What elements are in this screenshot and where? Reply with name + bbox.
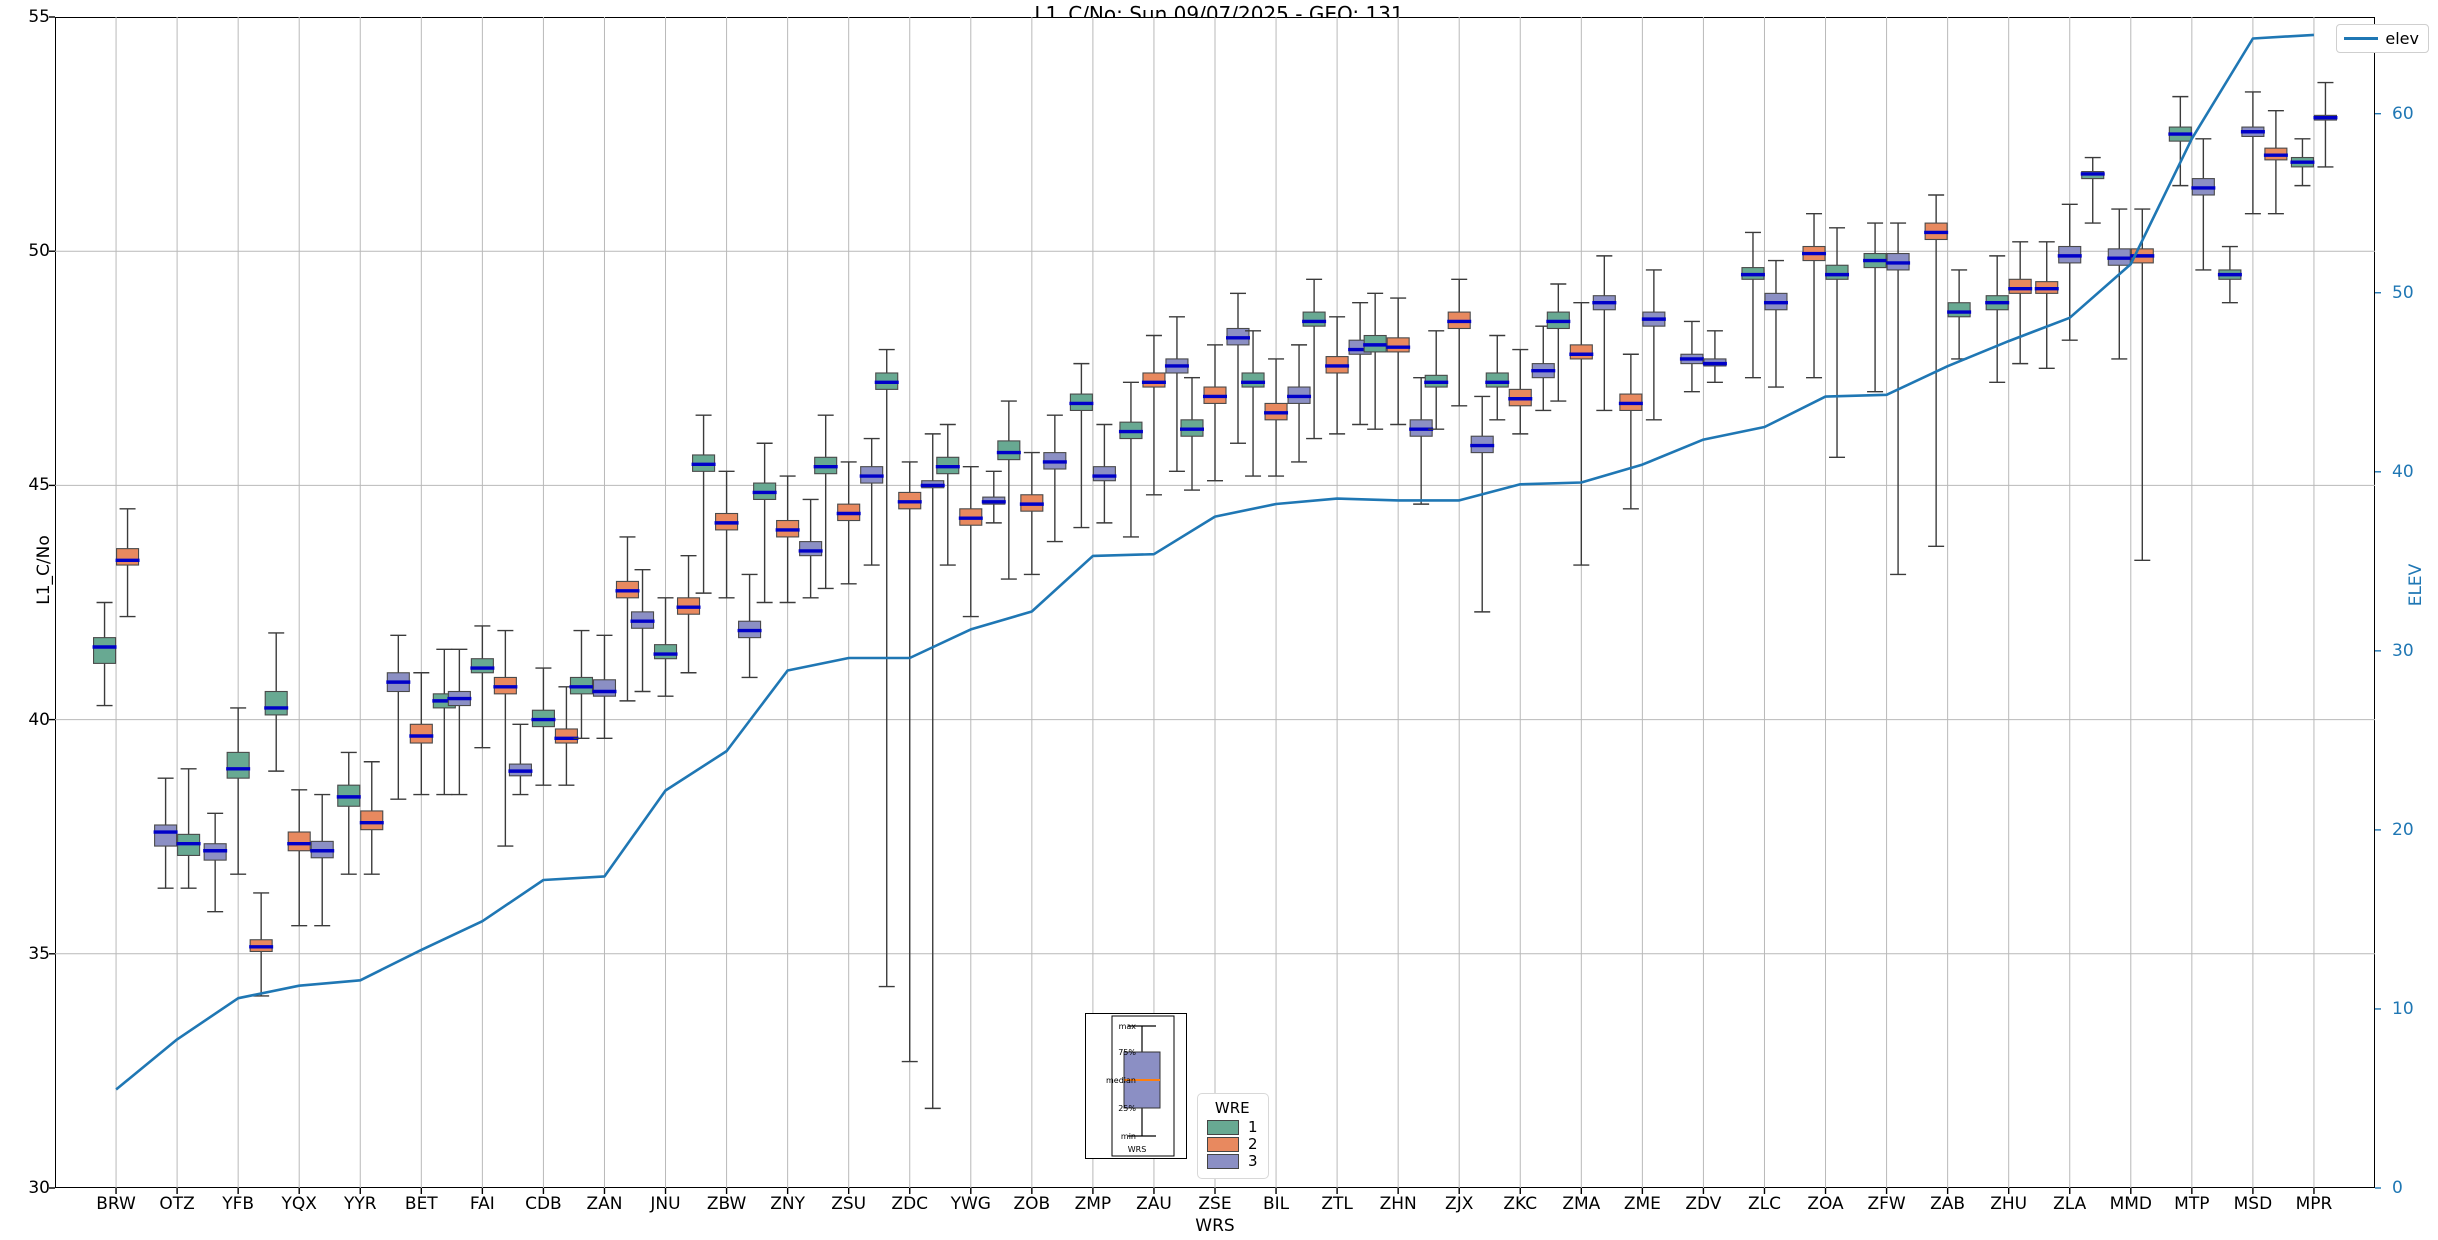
x-axis-tick-MSD: MSD <box>2233 1194 2273 1214</box>
x-axis-tick-BRW: BRW <box>96 1194 136 1214</box>
boxplot-key-svg <box>1111 1015 1175 1157</box>
y-axis-right-tick: 40 <box>2392 461 2414 482</box>
x-axis-tick-ZFW: ZFW <box>1867 1194 1906 1214</box>
y-axis-left-tick: 45 <box>28 475 50 496</box>
x-axis-tick-YWG: YWG <box>950 1194 991 1214</box>
wre-legend-title: WRE <box>1214 1099 1250 1117</box>
x-axis-tick-ZHN: ZHN <box>1379 1194 1417 1214</box>
x-axis-tick-FAI: FAI <box>469 1194 495 1214</box>
y-axis-right-tick: 20 <box>2392 819 2414 840</box>
x-axis-tick-MTP: MTP <box>2174 1194 2210 1214</box>
x-axis-tick-ZBW: ZBW <box>706 1194 747 1214</box>
x-axis-tick-YFB: YFB <box>222 1194 255 1214</box>
boxplot-key-inset: max 75% median 25% min WRS <box>1085 1013 1187 1159</box>
boxplot-key-label-25pct: 25% <box>1118 1104 1136 1113</box>
wre-legend-item-3[interactable]: 3 <box>1207 1154 1258 1169</box>
boxplot-key-label-max: max <box>1118 1022 1136 1031</box>
x-axis-tick-ZAN: ZAN <box>586 1194 623 1214</box>
x-axis-tick-ZNY: ZNY <box>770 1194 805 1214</box>
wre-legend-label: 2 <box>1248 1135 1258 1153</box>
x-axis-tick-ZME: ZME <box>1623 1194 1661 1214</box>
x-axis-tick-BIL: BIL <box>1262 1194 1290 1214</box>
x-axis-tick-MPR: MPR <box>2295 1194 2333 1214</box>
x-axis-tick-YQX: YQX <box>281 1194 317 1214</box>
x-axis-tick-ZJX: ZJX <box>1445 1194 1474 1214</box>
x-axis-tick-ZAB: ZAB <box>1930 1194 1966 1214</box>
boxplot-key-label-min: min <box>1120 1132 1136 1141</box>
x-axis-tick-ZDV: ZDV <box>1685 1194 1722 1214</box>
plot-area <box>55 17 2375 1188</box>
y-axis-right-tick: 50 <box>2392 282 2414 303</box>
wre-color-swatch <box>1207 1154 1239 1169</box>
y-axis-left-tick: 55 <box>28 7 50 27</box>
y-axis-left-tick: 30 <box>28 1178 50 1198</box>
x-axis-tick-YYR: YYR <box>343 1194 377 1214</box>
y-axis-left-title: L1_C/No <box>34 535 54 605</box>
wre-legend-label: 1 <box>1248 1118 1258 1136</box>
y-axis-left-tick: 35 <box>28 943 50 964</box>
x-axis-tick-ZLC: ZLC <box>1747 1194 1781 1214</box>
wre-legend-label: 3 <box>1248 1152 1258 1170</box>
wre-legend-item-1[interactable]: 1 <box>1207 1120 1258 1135</box>
x-axis-tick-JNU: JNU <box>650 1194 681 1214</box>
x-axis-tick-ZHU: ZHU <box>1990 1194 2028 1214</box>
y-axis-right-tick: 30 <box>2392 640 2414 661</box>
y-axis-left-tick: 40 <box>28 709 50 730</box>
elev-legend-label: elev <box>2385 29 2419 48</box>
x-axis-title: WRS <box>1195 1216 1235 1236</box>
boxplot-key-label-median: median <box>1106 1076 1136 1085</box>
y-axis-left-tick: 50 <box>28 241 50 262</box>
x-axis-tick-BET: BET <box>404 1194 438 1214</box>
y-axis-right-tick: 10 <box>2392 998 2414 1019</box>
x-axis-tick-ZKC: ZKC <box>1503 1194 1538 1214</box>
boxplot-key-xlabel: WRS <box>1127 1145 1147 1154</box>
x-axis-tick-ZTL: ZTL <box>1321 1194 1353 1214</box>
y-axis-right-title: ELEV <box>2406 563 2426 607</box>
x-axis-tick-OTZ: OTZ <box>159 1194 195 1214</box>
x-axis-tick-ZMA: ZMA <box>1562 1194 1601 1214</box>
x-axis-tick-CDB: CDB <box>525 1194 562 1214</box>
x-axis-tick-ZSE: ZSE <box>1198 1194 1232 1214</box>
x-axis-tick-ZMP: ZMP <box>1074 1194 1112 1214</box>
x-axis-tick-ZOA: ZOA <box>1807 1194 1844 1214</box>
elev-line-swatch <box>2344 37 2379 40</box>
boxplot-key-label-75pct: 75% <box>1118 1048 1136 1057</box>
x-axis-tick-ZAU: ZAU <box>1136 1194 1172 1214</box>
elev-legend[interactable]: elev <box>2336 24 2429 53</box>
x-axis-tick-ZDC: ZDC <box>891 1194 929 1214</box>
x-axis-tick-ZOB: ZOB <box>1013 1194 1051 1214</box>
wre-color-swatch <box>1207 1137 1239 1152</box>
y-axis-right-tick: 60 <box>2392 103 2414 124</box>
wre-legend-item-2[interactable]: 2 <box>1207 1137 1258 1152</box>
y-axis-right-tick: 0 <box>2392 1178 2403 1198</box>
x-axis-tick-ZSU: ZSU <box>831 1194 867 1214</box>
x-axis-tick-MMD: MMD <box>2109 1194 2152 1214</box>
x-axis-tick-ZLA: ZLA <box>2053 1194 2087 1214</box>
wre-color-swatch <box>1207 1120 1239 1135</box>
